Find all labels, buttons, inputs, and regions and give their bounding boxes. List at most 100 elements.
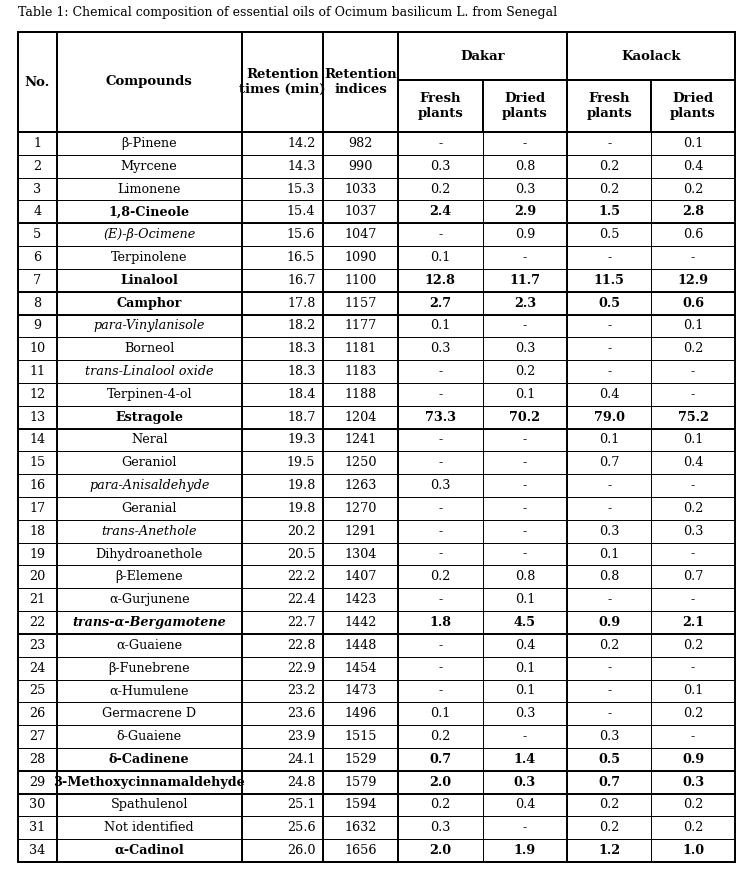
Text: 4.5: 4.5	[514, 616, 536, 629]
Text: 0.3: 0.3	[515, 343, 535, 355]
Bar	[483, 132, 567, 155]
Text: 0.8: 0.8	[515, 571, 535, 583]
Text: 22.9: 22.9	[287, 662, 316, 675]
Bar	[398, 497, 483, 520]
Bar	[651, 80, 735, 132]
Bar	[651, 200, 735, 223]
Text: 18.4: 18.4	[287, 388, 316, 401]
Bar	[56, 200, 242, 223]
Text: 19.5: 19.5	[287, 456, 316, 469]
Text: para-Vinylanisole: para-Vinylanisole	[93, 319, 205, 332]
Text: 0.1: 0.1	[599, 434, 619, 447]
Text: 1047: 1047	[345, 228, 377, 241]
Bar	[483, 246, 567, 269]
Bar	[567, 748, 651, 771]
Text: 0.4: 0.4	[515, 799, 535, 811]
Bar	[324, 794, 398, 816]
Text: -: -	[691, 251, 695, 264]
Text: 75.2: 75.2	[678, 411, 709, 424]
Text: Terpinen-4-ol: Terpinen-4-ol	[106, 388, 192, 401]
Bar	[56, 771, 242, 794]
Bar	[483, 177, 567, 200]
Text: 11: 11	[29, 365, 45, 378]
Text: 26.0: 26.0	[287, 844, 316, 857]
Bar	[651, 794, 735, 816]
Text: 1181: 1181	[345, 343, 376, 355]
Text: 0.3: 0.3	[683, 524, 703, 538]
Text: -: -	[691, 479, 695, 492]
Text: 1.0: 1.0	[682, 844, 704, 857]
Bar	[483, 611, 567, 634]
Bar	[242, 132, 324, 155]
Bar	[18, 246, 56, 269]
Text: 0.2: 0.2	[515, 365, 535, 378]
Bar	[398, 543, 483, 565]
Text: 1177: 1177	[345, 319, 376, 332]
Bar	[18, 656, 56, 679]
Bar	[398, 315, 483, 337]
Text: 1204: 1204	[345, 411, 377, 424]
Text: -: -	[438, 456, 443, 469]
Bar	[324, 748, 398, 771]
Bar	[324, 315, 398, 337]
Bar	[242, 839, 324, 862]
Text: trans-α-Bergamotene: trans-α-Bergamotene	[72, 616, 226, 629]
Text: -: -	[691, 593, 695, 607]
Bar	[651, 360, 735, 383]
Bar	[651, 703, 735, 725]
Text: 0.2: 0.2	[683, 822, 703, 835]
Bar	[398, 269, 483, 292]
Bar	[567, 565, 651, 588]
Bar	[324, 246, 398, 269]
Text: Fresh
plants: Fresh plants	[417, 92, 463, 120]
Text: 23.9: 23.9	[287, 730, 316, 743]
Text: 0.3: 0.3	[430, 160, 450, 173]
Text: 7: 7	[33, 274, 41, 287]
Bar	[651, 679, 735, 703]
Text: Dried
plants: Dried plants	[502, 92, 547, 120]
Text: Fresh
plants: Fresh plants	[587, 92, 632, 120]
Text: 1473: 1473	[345, 684, 377, 697]
Text: 30: 30	[29, 799, 45, 811]
Bar	[651, 771, 735, 794]
Text: 19: 19	[29, 547, 45, 560]
Bar	[18, 451, 56, 475]
Bar	[651, 588, 735, 611]
Text: 20: 20	[29, 571, 45, 583]
Text: 15: 15	[29, 456, 45, 469]
Bar	[324, 337, 398, 360]
Bar	[324, 703, 398, 725]
Bar	[18, 794, 56, 816]
Text: 1037: 1037	[345, 205, 377, 218]
Bar	[56, 246, 242, 269]
Bar	[324, 269, 398, 292]
Text: -: -	[691, 388, 695, 401]
Bar	[56, 565, 242, 588]
Bar	[18, 428, 56, 451]
Text: -: -	[523, 822, 527, 835]
Bar	[483, 315, 567, 337]
Bar	[18, 520, 56, 543]
Text: Germacrene D: Germacrene D	[102, 707, 197, 720]
Bar	[324, 200, 398, 223]
Bar	[56, 748, 242, 771]
Bar	[651, 132, 735, 155]
Text: -: -	[438, 137, 443, 150]
Bar	[567, 679, 651, 703]
Bar	[324, 565, 398, 588]
Text: 24: 24	[29, 662, 45, 675]
Text: 0.3: 0.3	[682, 775, 704, 788]
Text: -: -	[523, 319, 527, 332]
Text: α-Guaiene: α-Guaiene	[116, 639, 182, 652]
Bar	[324, 725, 398, 748]
Text: 1529: 1529	[344, 753, 377, 766]
Text: -: -	[607, 662, 611, 675]
Bar	[483, 269, 567, 292]
Text: 12: 12	[29, 388, 45, 401]
Text: -: -	[438, 434, 443, 447]
Bar	[18, 315, 56, 337]
Bar	[56, 451, 242, 475]
Bar	[651, 337, 735, 360]
Text: 0.4: 0.4	[683, 160, 703, 173]
Bar	[651, 315, 735, 337]
